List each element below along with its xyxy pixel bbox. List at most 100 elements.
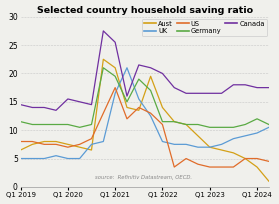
Canada <box>19 103 22 106</box>
US <box>125 118 129 120</box>
Aust <box>42 140 46 143</box>
Aust <box>149 75 152 78</box>
Germany <box>90 123 93 126</box>
US <box>208 166 211 168</box>
Germany <box>196 123 199 126</box>
UK <box>232 137 235 140</box>
UK <box>173 143 176 146</box>
Germany <box>78 126 81 129</box>
Germany <box>125 101 129 103</box>
Aust <box>220 149 223 151</box>
Germany <box>267 123 271 126</box>
Germany <box>173 120 176 123</box>
Canada <box>125 95 129 97</box>
Canada <box>66 98 69 100</box>
Aust <box>90 149 93 151</box>
UK <box>102 140 105 143</box>
Canada <box>196 92 199 94</box>
Line: UK: UK <box>21 68 269 159</box>
UK <box>255 132 259 134</box>
Aust <box>208 146 211 148</box>
UK <box>125 67 129 69</box>
UK <box>19 157 22 160</box>
US <box>66 146 69 148</box>
Canada <box>208 92 211 94</box>
Aust <box>66 143 69 146</box>
UK <box>31 157 34 160</box>
UK <box>244 135 247 137</box>
Aust <box>184 123 188 126</box>
Germany <box>149 89 152 92</box>
UK <box>184 143 188 146</box>
Aust <box>31 143 34 146</box>
Germany <box>54 123 58 126</box>
US <box>149 112 152 114</box>
Germany <box>255 118 259 120</box>
Canada <box>173 86 176 89</box>
Canada <box>54 109 58 112</box>
US <box>244 157 247 160</box>
UK <box>196 146 199 148</box>
Canada <box>255 86 259 89</box>
Canada <box>267 86 271 89</box>
US <box>102 112 105 114</box>
UK <box>161 140 164 143</box>
US <box>267 160 271 163</box>
US <box>78 143 81 146</box>
Line: US: US <box>21 88 269 167</box>
US <box>19 140 22 143</box>
Canada <box>31 106 34 109</box>
Canada <box>90 103 93 106</box>
US <box>114 86 117 89</box>
Canada <box>184 92 188 94</box>
Germany <box>220 126 223 129</box>
Canada <box>244 84 247 86</box>
Aust <box>173 120 176 123</box>
Aust <box>244 157 247 160</box>
US <box>161 123 164 126</box>
UK <box>78 157 81 160</box>
US <box>54 143 58 146</box>
Aust <box>161 106 164 109</box>
US <box>173 166 176 168</box>
Aust <box>102 58 105 61</box>
Germany <box>102 67 105 69</box>
Aust <box>125 106 129 109</box>
Germany <box>66 123 69 126</box>
Title: Selected country household saving ratio: Selected country household saving ratio <box>37 6 253 14</box>
Aust <box>255 166 259 168</box>
Germany <box>208 126 211 129</box>
Aust <box>196 135 199 137</box>
UK <box>54 154 58 157</box>
US <box>232 166 235 168</box>
Canada <box>78 101 81 103</box>
Canada <box>102 30 105 32</box>
Germany <box>161 120 164 123</box>
Canada <box>114 41 117 43</box>
US <box>220 166 223 168</box>
Canada <box>232 84 235 86</box>
Aust <box>78 146 81 148</box>
Germany <box>244 123 247 126</box>
UK <box>267 126 271 129</box>
US <box>196 163 199 165</box>
Aust <box>267 180 271 182</box>
Line: Germany: Germany <box>21 68 269 127</box>
UK <box>208 146 211 148</box>
Canada <box>220 92 223 94</box>
UK <box>114 92 117 94</box>
Germany <box>42 123 46 126</box>
Aust <box>232 152 235 154</box>
UK <box>42 157 46 160</box>
Aust <box>137 109 140 112</box>
US <box>90 137 93 140</box>
US <box>42 143 46 146</box>
Text: source:  Refinitiv Datastream, OECD.: source: Refinitiv Datastream, OECD. <box>95 175 192 180</box>
Canada <box>42 106 46 109</box>
UK <box>66 157 69 160</box>
UK <box>90 143 93 146</box>
Aust <box>54 140 58 143</box>
Germany <box>114 75 117 78</box>
Germany <box>184 123 188 126</box>
Aust <box>114 67 117 69</box>
